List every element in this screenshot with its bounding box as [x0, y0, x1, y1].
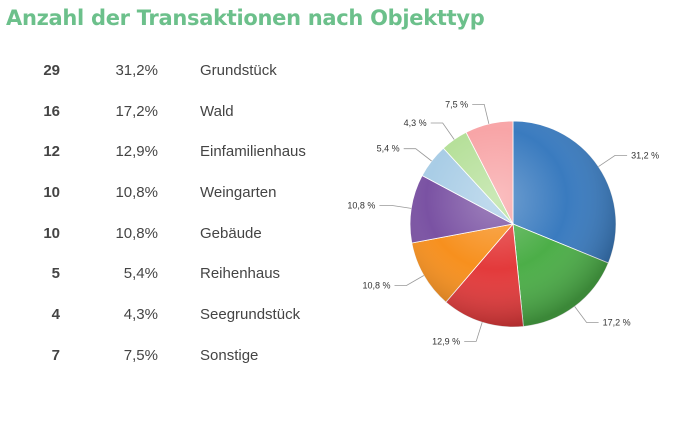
slice-label: 17,2 % [603, 318, 631, 328]
row-count: 5 [51, 265, 60, 283]
transaction-table: 29 31,2% Grundstück 16 17,2% Wald 12 12,… [0, 58, 330, 384]
row-percent: 17,2% [115, 102, 158, 120]
row-label: Gebäude [200, 224, 262, 242]
row-label: Grundstück [200, 62, 277, 79]
page-title: Anzahl der Transaktionen nach Objekttyp [6, 6, 485, 30]
table-row: 10 10,8% Weingarten [0, 180, 330, 221]
leader-line [464, 322, 483, 342]
slice-label: 7,5 % [445, 99, 468, 109]
slice-label: 10,8 % [362, 281, 390, 291]
row-percent: 5,4% [123, 265, 158, 283]
table-row: 5 5,4% Reihenhaus [0, 261, 330, 302]
row-label: Sonstige [200, 346, 259, 364]
table-row: 12 12,9% Einfamilienhaus [0, 139, 330, 180]
row-label: Wald [200, 102, 234, 120]
leader-line [430, 122, 455, 140]
row-percent: 12,9% [115, 143, 158, 161]
row-percent: 4,3% [123, 306, 158, 324]
slice-label: 12,9 % [432, 336, 460, 346]
slice-label: 31,2 % [631, 150, 659, 160]
slice-label: 5,4 % [377, 144, 400, 154]
row-label: Weingarten [200, 184, 277, 202]
table-row: 7 7,5% Sonstige [0, 343, 330, 384]
row-count: 12 [43, 143, 60, 161]
row-count: 10 [43, 224, 60, 242]
row-percent: 31,2% [115, 62, 158, 79]
row-percent: 10,8% [115, 184, 158, 202]
slice-label: 10,8 % [347, 200, 375, 210]
row-count: 7 [51, 346, 60, 364]
leader-line [598, 154, 628, 167]
row-count: 4 [51, 306, 60, 324]
slice-label: 4,3 % [404, 118, 427, 128]
leader-line [574, 306, 599, 323]
row-label: Reihenhaus [200, 265, 281, 283]
row-label: Einfamilienhaus [200, 143, 306, 161]
table-row: 29 31,2% Grundstück [0, 58, 330, 99]
row-percent: 7,5% [123, 346, 158, 364]
row-count: 10 [43, 184, 60, 202]
row-percent: 10,8% [115, 224, 158, 242]
table-row: 10 10,8% Gebäude [0, 221, 330, 262]
row-count: 16 [43, 102, 60, 120]
leader-line [394, 275, 425, 286]
row-count: 29 [43, 62, 60, 79]
leader-line [403, 148, 432, 162]
table-row: 4 4,3% Seegrundstück [0, 302, 330, 343]
row-label: Seegrundstück [200, 306, 301, 324]
table-row: 16 17,2% Wald [0, 99, 330, 140]
leader-line [379, 204, 412, 209]
leader-line [472, 104, 490, 124]
